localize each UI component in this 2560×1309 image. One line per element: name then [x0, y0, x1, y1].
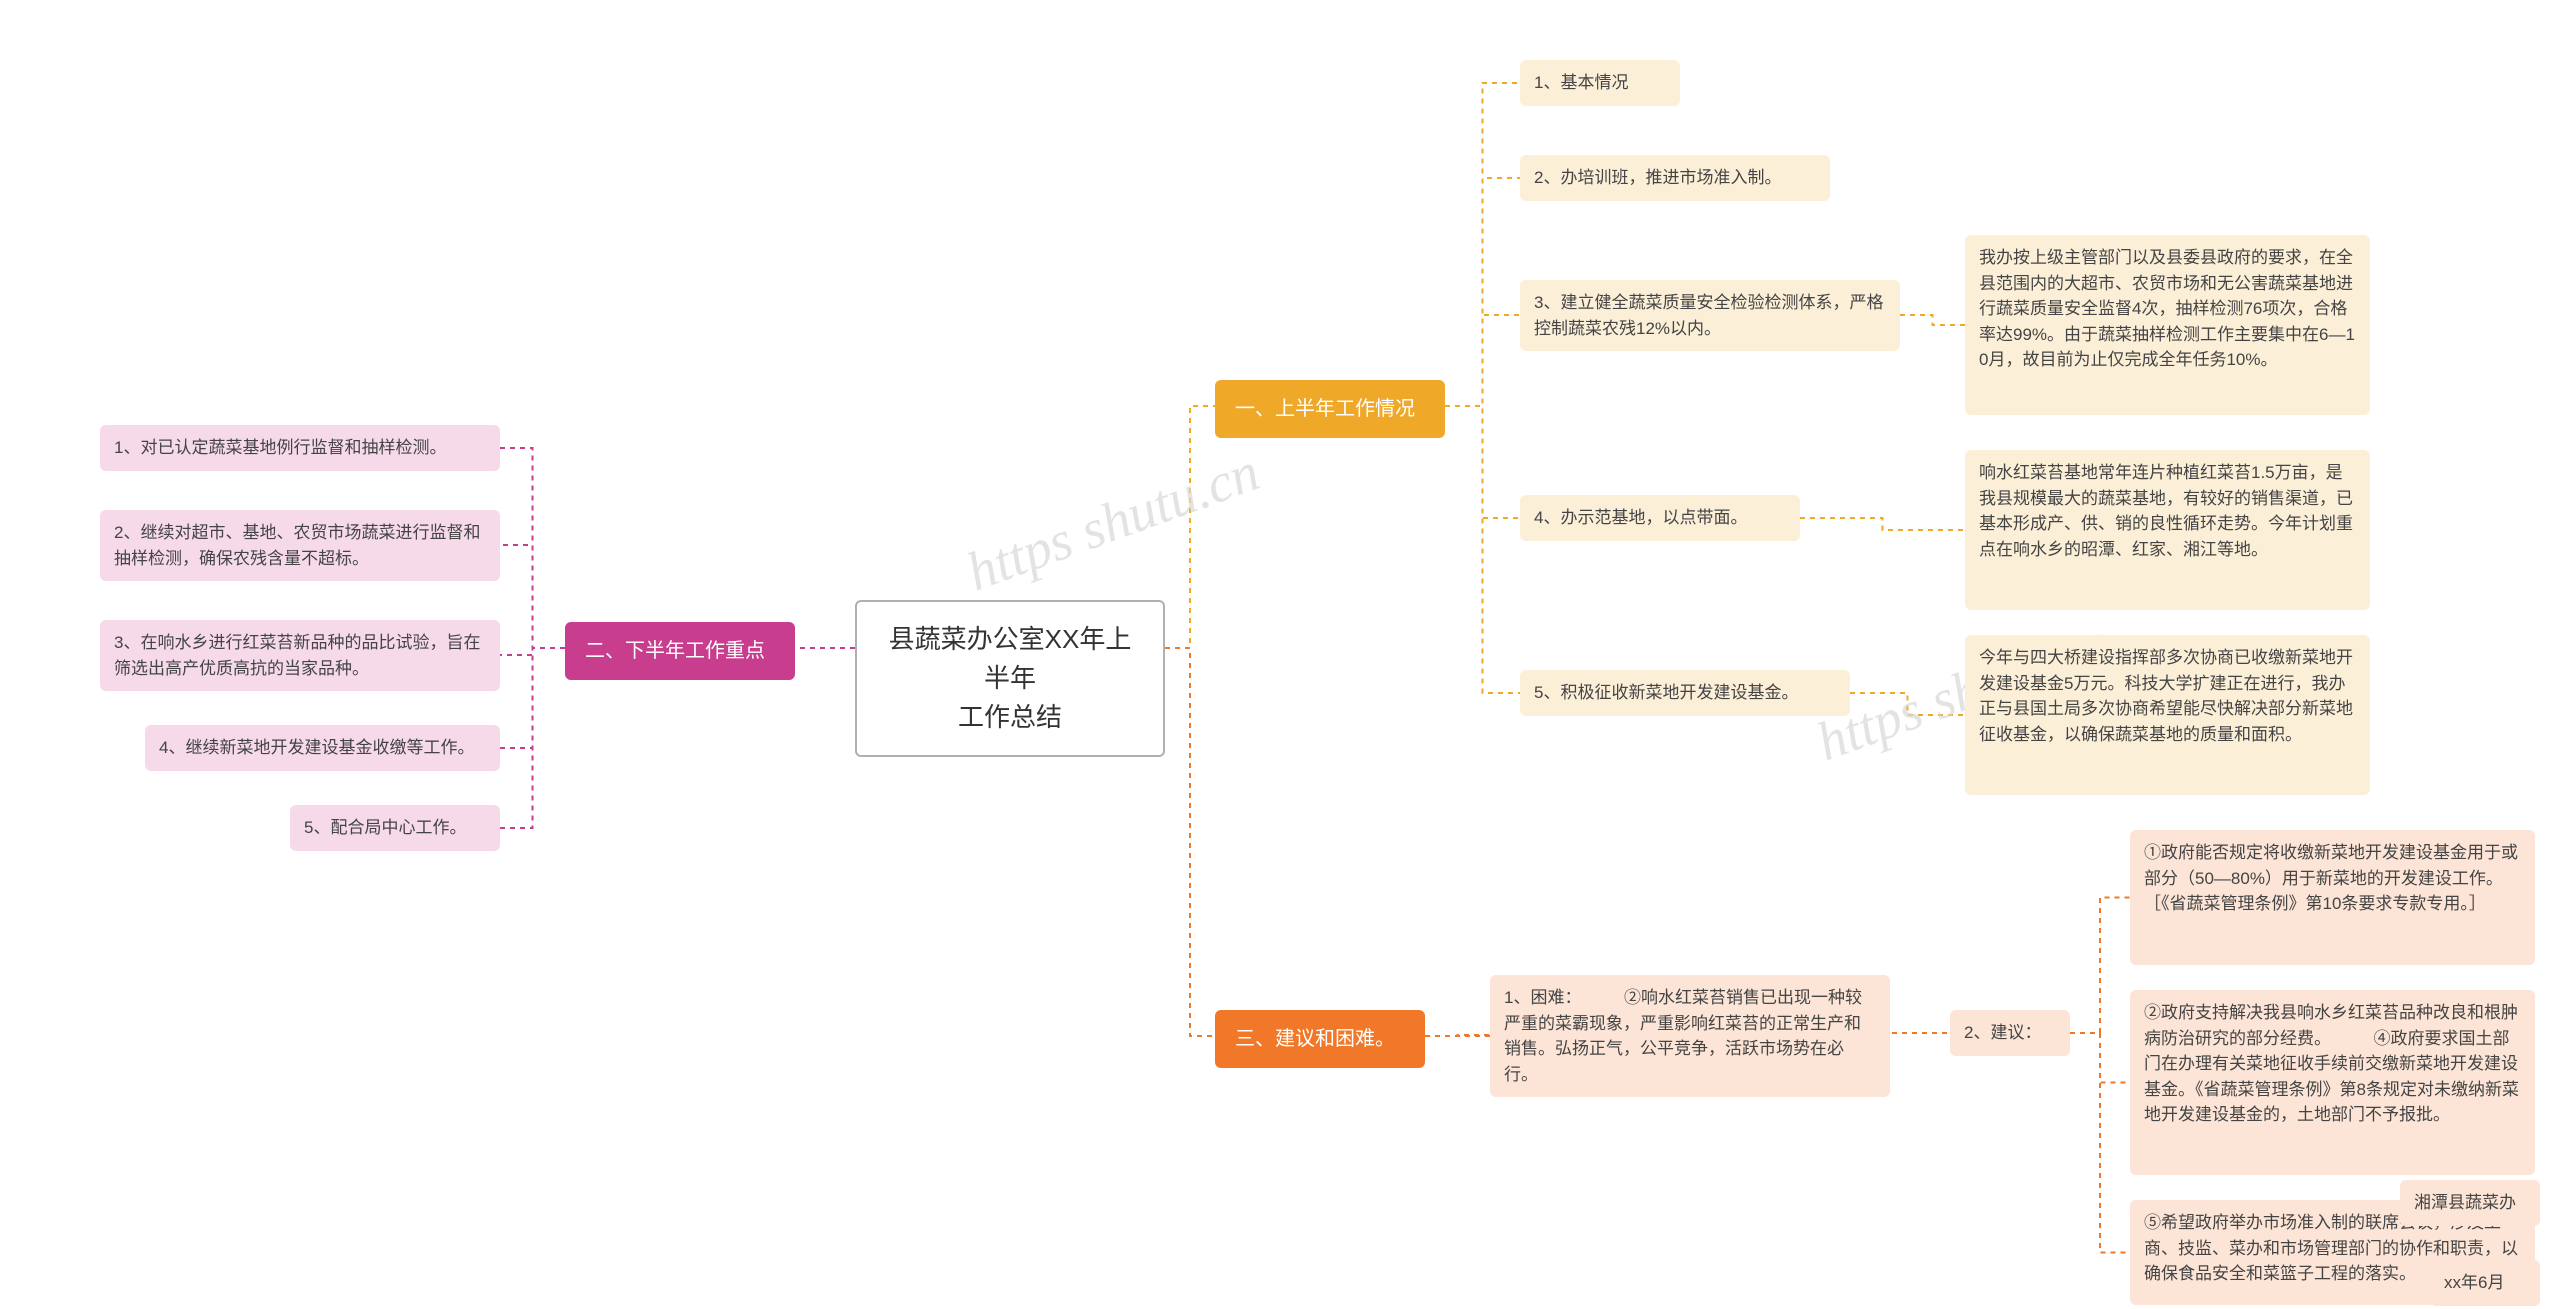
node-b1c2: 2、办培训班，推进市场准入制。 — [1520, 155, 1830, 201]
connector — [2070, 1033, 2130, 1083]
node-b3c1: 1、困难： ②响水红菜苔销售已出现一种较严重的菜霸现象，严重影响红菜苔的正常生产… — [1490, 975, 1890, 1097]
node-b3c2c2: xx年6月 — [2430, 1260, 2540, 1306]
connector — [1165, 648, 1215, 1036]
node-b1c4a: 响水红菜苔基地常年连片种植红菜苔1.5万亩，是我县规模最大的蔬菜基地，有较好的销… — [1965, 450, 2370, 610]
connector — [500, 448, 565, 648]
connector — [2070, 898, 2130, 1034]
node-b1: 一、上半年工作情况 — [1215, 380, 1445, 438]
watermark: https shutu.cn — [958, 440, 1267, 604]
connector — [1165, 406, 1215, 648]
node-b3c2a: ①政府能否规定将收缴新菜地开发建设基金用于或部分（50—80%）用于新菜地的开发… — [2130, 830, 2535, 965]
connector — [1900, 315, 1965, 325]
connector — [1850, 693, 1965, 715]
root-node: 县蔬菜办公室XX年上半年 工作总结 — [855, 600, 1165, 757]
connector — [2070, 1033, 2130, 1253]
connector — [1445, 83, 1520, 406]
node-b2c5: 5、配合局中心工作。 — [290, 805, 500, 851]
node-b2c2: 2、继续对超市、基地、农贸市场蔬菜进行监督和抽样检测，确保农残含量不超标。 — [100, 510, 500, 581]
connector — [500, 648, 565, 748]
node-b3c2b: ②政府支持解决我县响水乡红菜苔品种改良和根肿病防治研究的部分经费。 ④政府要求国… — [2130, 990, 2535, 1175]
node-b2: 二、下半年工作重点 — [565, 622, 795, 680]
connector — [500, 545, 565, 648]
connector — [500, 648, 565, 655]
node-b1c5: 5、积极征收新菜地开发建设基金。 — [1520, 670, 1850, 716]
connector — [500, 648, 565, 828]
node-b3c2: 2、建议： — [1950, 1010, 2070, 1056]
node-b1c4: 4、办示范基地，以点带面。 — [1520, 495, 1800, 541]
node-b1c1: 1、基本情况 — [1520, 60, 1680, 106]
connector — [1445, 406, 1520, 693]
connector — [1445, 315, 1520, 406]
node-b1c3a: 我办按上级主管部门以及县委县政府的要求，在全县范围内的大超市、农贸市场和无公害蔬… — [1965, 235, 2370, 415]
node-b2c4: 4、继续新菜地开发建设基金收缴等工作。 — [145, 725, 500, 771]
node-b2c3: 3、在响水乡进行红菜苔新品种的品比试验，旨在筛选出高产优质高抗的当家品种。 — [100, 620, 500, 691]
node-b1c3: 3、建立健全蔬菜质量安全检验检测体系，严格控制蔬菜农残12%以内。 — [1520, 280, 1900, 351]
node-b1c5a: 今年与四大桥建设指挥部多次协商已收缴新菜地开发建设基金5万元。科技大学扩建正在进… — [1965, 635, 2370, 795]
node-b3c2c1: 湘潭县蔬菜办 — [2400, 1180, 2540, 1226]
connector — [1445, 406, 1520, 518]
node-b2c1: 1、对已认定蔬菜基地例行监督和抽样检测。 — [100, 425, 500, 471]
node-b3: 三、建议和困难。 — [1215, 1010, 1425, 1068]
connector — [1425, 1035, 1490, 1036]
connector — [1800, 518, 1965, 530]
connector — [1445, 178, 1520, 406]
